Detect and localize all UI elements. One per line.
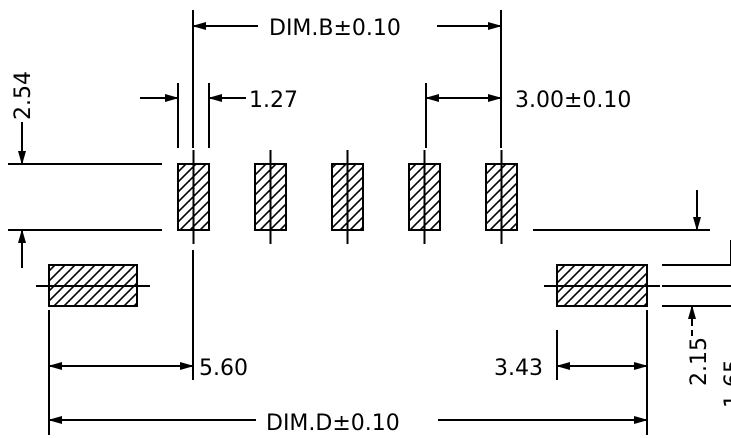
signal-pad-3 xyxy=(331,150,364,244)
signal-pads xyxy=(177,150,518,244)
right-offset-label: 3.43 xyxy=(494,356,543,381)
signal-pad-2 xyxy=(254,150,287,244)
pad-length-dimension xyxy=(8,122,710,268)
dim-d-label: DIM.D±0.10 xyxy=(266,411,400,436)
right-offset-dimension xyxy=(556,310,648,435)
left-offset-label: 5.60 xyxy=(199,356,248,381)
signal-pad-4 xyxy=(408,150,441,244)
signal-pad-1 xyxy=(177,150,210,244)
tab-size-dimension xyxy=(662,240,731,336)
pitch-label: 1.27 xyxy=(249,88,298,113)
left-offset-dimension xyxy=(48,250,194,435)
right-tab xyxy=(544,264,660,307)
dim-b-label: DIM.B±0.10 xyxy=(269,16,401,41)
pad-spacing-label: 3.00±0.10 xyxy=(515,88,631,113)
dim-b-dimension xyxy=(192,10,502,148)
tab-height-label: 1.65 xyxy=(721,359,731,408)
left-tab xyxy=(36,264,150,307)
pad-spacing-dimension xyxy=(425,83,502,148)
tab-width-label: 2.15 xyxy=(687,337,712,386)
signal-pad-5 xyxy=(485,150,518,244)
pitch-dimension xyxy=(140,83,246,148)
pad-length-label: 2.54 xyxy=(11,71,36,120)
